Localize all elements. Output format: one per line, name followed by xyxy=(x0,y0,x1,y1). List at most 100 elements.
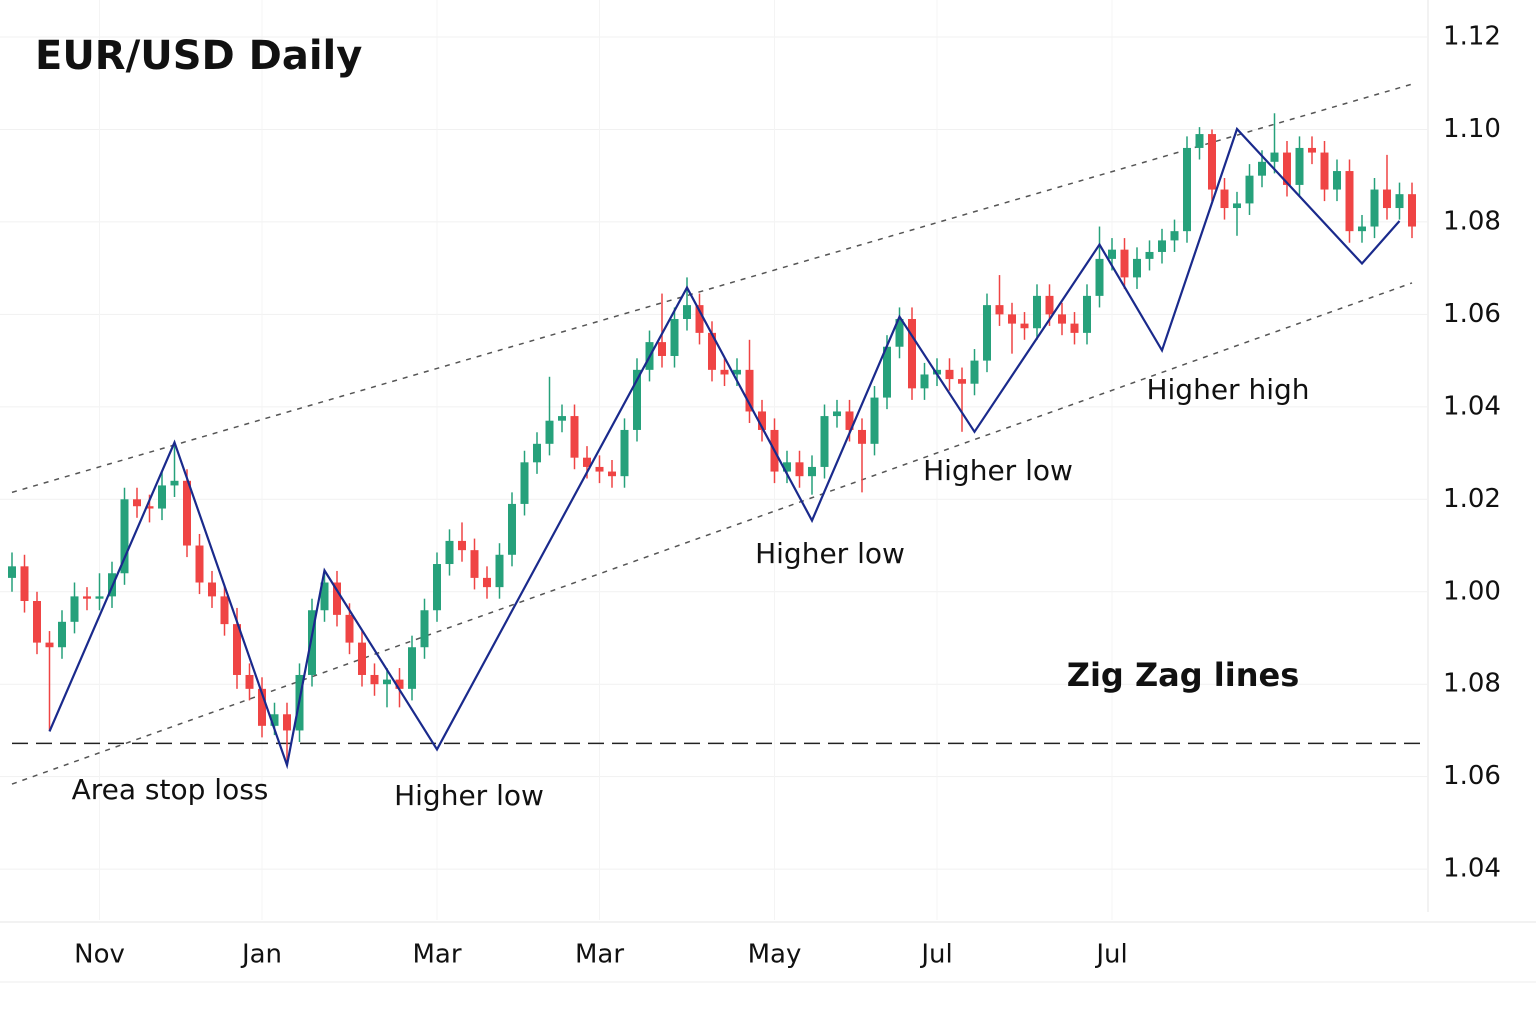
candle-body xyxy=(233,624,241,675)
y-tick-label: 1.04 xyxy=(1443,854,1501,884)
candle-body xyxy=(1083,295,1091,333)
candle-body xyxy=(483,577,491,588)
candle-body xyxy=(320,582,329,611)
candle-body xyxy=(95,596,104,599)
candle-body xyxy=(45,642,54,648)
candle-body xyxy=(1220,189,1229,209)
candle-body xyxy=(395,679,404,689)
y-tick-label: 1.04 xyxy=(1443,391,1501,421)
candle-body xyxy=(133,499,141,507)
candle-body xyxy=(1370,189,1379,227)
candle-body xyxy=(920,374,929,389)
candle-body xyxy=(1395,194,1404,209)
candle-body xyxy=(1245,175,1254,204)
candle-body xyxy=(258,688,266,726)
candle-body xyxy=(1320,152,1329,190)
candle-body xyxy=(745,369,754,412)
candle-body xyxy=(1308,147,1316,153)
candle-body xyxy=(883,346,891,398)
y-tick-label: 1.06 xyxy=(1443,761,1501,791)
candle-body xyxy=(470,550,479,578)
candle-body xyxy=(1070,323,1079,333)
candle-body xyxy=(458,540,466,551)
y-tick-label: 1.08 xyxy=(1443,206,1501,236)
candle-body xyxy=(1033,295,1041,329)
candle-body xyxy=(758,411,766,430)
candle-body xyxy=(195,545,204,583)
candle-body xyxy=(983,305,991,361)
candle-body xyxy=(508,503,516,555)
annotation: Zig Zag lines xyxy=(1067,656,1300,694)
candle-body xyxy=(683,305,691,319)
candle-body xyxy=(120,499,129,574)
candle-body xyxy=(708,332,716,370)
y-tick-label: 1.06 xyxy=(1443,299,1501,329)
candle-body xyxy=(158,485,166,509)
candle-body xyxy=(1058,314,1066,324)
y-tick-label: 1.10 xyxy=(1443,114,1501,144)
candle-body xyxy=(658,342,666,356)
annotation: Higher low xyxy=(755,537,905,570)
candle-body xyxy=(1333,171,1341,190)
candle-body xyxy=(170,480,179,486)
annotation: Area stop loss xyxy=(72,773,269,806)
candle-body xyxy=(408,647,416,689)
candle-body xyxy=(145,506,154,509)
candle-body xyxy=(345,614,354,643)
candle-body xyxy=(270,714,279,726)
channel-line xyxy=(11,83,1413,494)
candle-body xyxy=(820,416,829,467)
candle-body xyxy=(1345,171,1354,232)
candle-body xyxy=(83,596,91,599)
candle-body xyxy=(845,411,854,430)
candle-body xyxy=(608,471,616,477)
candle-body xyxy=(1133,258,1141,278)
candle-body xyxy=(1270,152,1279,162)
candle-body xyxy=(383,679,391,685)
candle-body xyxy=(1045,295,1054,315)
candle-body xyxy=(1120,249,1129,278)
candle-body xyxy=(1183,147,1191,232)
annotation: Higher low xyxy=(394,779,544,812)
x-tick-label: Nov xyxy=(74,940,125,970)
y-tick-label: 1.00 xyxy=(1443,576,1501,606)
x-tick-label: Jan xyxy=(240,940,282,970)
candle-body xyxy=(970,360,979,384)
candle-body xyxy=(1383,189,1391,209)
candle-body xyxy=(958,379,966,384)
candle-body xyxy=(808,466,816,477)
candle-body xyxy=(20,566,29,602)
x-tick-label: Jul xyxy=(1094,940,1127,970)
candle-body xyxy=(570,416,579,458)
candle-body xyxy=(945,369,954,380)
candle-body xyxy=(633,369,641,430)
candle-body xyxy=(795,462,804,477)
candle-body xyxy=(545,420,554,444)
candle-body xyxy=(445,540,454,565)
x-tick-label: Mar xyxy=(575,940,624,970)
candle-body xyxy=(995,305,1004,315)
candle-body xyxy=(1408,194,1416,227)
candle-body xyxy=(1358,226,1366,232)
candle-body xyxy=(70,596,79,622)
chart-title: EUR/USD Daily xyxy=(35,33,362,79)
candle-body xyxy=(1195,134,1204,148)
candle-body xyxy=(895,318,904,347)
candle-body xyxy=(833,411,841,417)
candle-body xyxy=(1145,251,1154,259)
candle-body xyxy=(858,429,866,444)
candle-body xyxy=(620,429,629,477)
candle-body xyxy=(933,369,941,375)
candle-body xyxy=(1170,231,1179,241)
candle-body xyxy=(558,416,566,421)
candle-body xyxy=(783,462,791,472)
candle-body xyxy=(308,610,316,675)
candle-body xyxy=(1295,147,1304,185)
candle-body xyxy=(33,601,41,643)
candle-body xyxy=(1095,258,1104,296)
candle-body xyxy=(220,596,229,625)
candle-body xyxy=(433,564,441,611)
candle-body xyxy=(333,582,341,615)
y-tick-label: 1.12 xyxy=(1443,21,1501,51)
